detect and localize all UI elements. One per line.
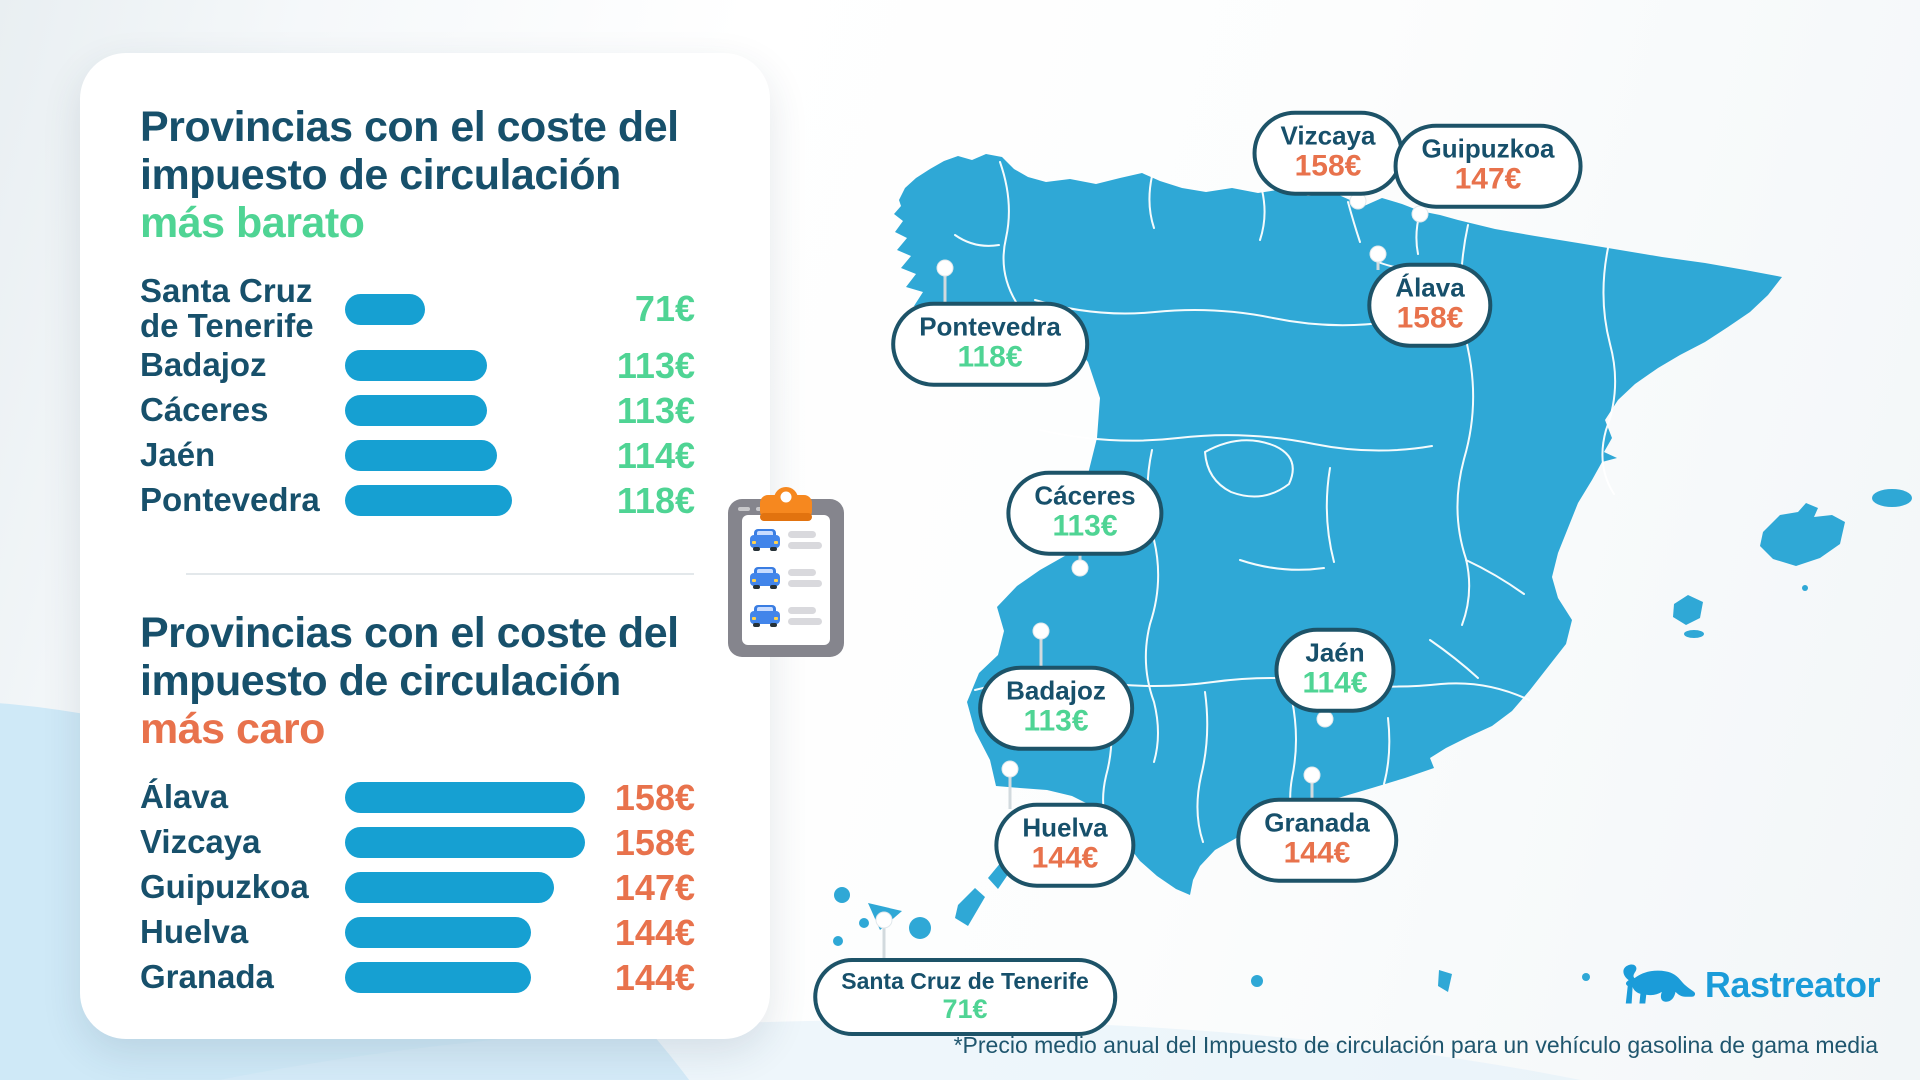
car-icon xyxy=(750,605,780,627)
cheap-section-title: Provincias con el coste del impuesto de … xyxy=(140,103,720,247)
province-label: Guipuzkoa xyxy=(140,868,309,906)
tax-value: 114€ xyxy=(616,434,695,476)
callout-vizcaya: Vizcaya 158€ xyxy=(1252,110,1404,196)
tax-row: Vizcaya 158€ xyxy=(140,820,695,865)
expensive-title-line1: Provincias con el coste del xyxy=(140,609,679,657)
callout-province-value: 113€ xyxy=(1023,704,1089,738)
brand-name: Rastreator xyxy=(1704,964,1881,1005)
clipboard-cars-icon xyxy=(728,487,844,657)
canary-islands xyxy=(833,861,1011,946)
balearic-islands xyxy=(1673,489,1912,638)
callout-caceres: Cáceres 113€ xyxy=(1006,470,1164,556)
expensive-title-highlight: más caro xyxy=(140,705,325,753)
tax-value: 147€ xyxy=(614,866,695,908)
callout-huelva: Huelva 144€ xyxy=(994,802,1136,888)
tax-value: 158€ xyxy=(614,821,695,863)
tax-bar xyxy=(345,440,497,471)
callout-province-name: Huelva xyxy=(1022,812,1108,843)
callout-province-value: 147€ xyxy=(1454,162,1522,196)
callout-province-value: 114€ xyxy=(1302,666,1368,700)
tax-bar xyxy=(345,350,487,381)
tax-row: Jaén 114€ xyxy=(140,433,695,478)
callout-jaen: Jaén 114€ xyxy=(1274,627,1396,713)
expensive-list: Álava 158€ Vizcaya 158€ Guipuzkoa 147€ H… xyxy=(140,775,695,1000)
province-label: Santa Cruz de Tenerife xyxy=(140,272,314,344)
callout-province-name: Jaén xyxy=(1305,637,1365,668)
province-label: Badajoz xyxy=(140,346,267,384)
callout-province-name: Álava xyxy=(1395,272,1465,303)
callout-badajoz: Badajoz 113€ xyxy=(978,665,1134,751)
callout-granada: Granada 144€ xyxy=(1236,797,1398,883)
tax-value: 113€ xyxy=(616,344,695,386)
cheap-title-highlight: más barato xyxy=(140,199,365,247)
tax-value: 118€ xyxy=(616,479,695,521)
tax-row: Santa Cruz de Tenerife 71€ xyxy=(140,272,695,344)
tax-bar xyxy=(345,917,531,948)
tax-row: Álava 158€ xyxy=(140,775,695,820)
cheap-title-line1: Provincias con el coste del xyxy=(140,103,679,151)
expensive-title-line2: impuesto de circulación xyxy=(140,657,621,705)
rastreator-dog-icon xyxy=(1623,964,1695,1004)
tax-row: Pontevedra 118€ xyxy=(140,478,695,523)
callout-province-value: 113€ xyxy=(1052,509,1118,543)
callout-marker-dots xyxy=(875,192,1429,929)
callout-province-value: 158€ xyxy=(1294,149,1362,183)
tax-bar xyxy=(345,827,585,858)
tax-bar xyxy=(345,293,425,325)
callout-province-value: 144€ xyxy=(1031,841,1099,875)
callout-alava: Álava 158€ xyxy=(1367,262,1493,348)
callout-province-value: 118€ xyxy=(957,340,1023,374)
tax-value: 71€ xyxy=(634,288,695,329)
section-divider xyxy=(186,573,694,575)
tax-bar xyxy=(345,395,487,426)
tax-value: 144€ xyxy=(614,956,695,998)
callout-province-value: 144€ xyxy=(1283,836,1351,870)
tax-bar xyxy=(345,485,512,516)
rastreator-logo[interactable]: Rastreator xyxy=(1617,960,1881,1010)
callout-province-name: Santa Cruz de Tenerife xyxy=(841,967,1089,994)
tax-bar xyxy=(345,962,531,993)
tax-row: Granada 144€ xyxy=(140,955,695,1000)
expensive-section-title: Provincias con el coste del impuesto de … xyxy=(140,609,720,753)
footnote: *Precio medio anual del Impuesto de circ… xyxy=(953,1032,1878,1058)
province-label: Pontevedra xyxy=(140,481,320,519)
car-icon xyxy=(750,567,780,589)
callout-province-name: Badajoz xyxy=(1006,675,1106,706)
callout-guipuzkoa: Guipuzkoa 147€ xyxy=(1393,123,1583,209)
tax-row: Cáceres 113€ xyxy=(140,388,695,433)
car-icon xyxy=(750,529,780,551)
tax-row: Guipuzkoa 147€ xyxy=(140,865,695,910)
callout-province-name: Granada xyxy=(1264,807,1370,838)
province-label: Álava xyxy=(140,778,229,816)
small-islets xyxy=(1251,970,1590,992)
province-label: Cáceres xyxy=(140,391,269,429)
callout-pontevedra: Pontevedra 118€ xyxy=(891,301,1089,387)
callout-province-value: 71€ xyxy=(942,993,988,1024)
province-label: Jaén xyxy=(140,436,216,474)
province-label: Huelva xyxy=(140,913,249,951)
stats-card: Provincias con el coste del impuesto de … xyxy=(80,53,770,1039)
tax-row: Huelva 144€ xyxy=(140,910,695,955)
callout-province-value: 158€ xyxy=(1396,301,1464,335)
callout-province-name: Cáceres xyxy=(1034,480,1136,511)
province-label: Vizcaya xyxy=(140,823,261,861)
callout-santa-cruz-de-tenerife: Santa Cruz de Tenerife 71€ xyxy=(813,957,1117,1037)
province-label: Granada xyxy=(140,958,274,996)
cheap-list: Santa Cruz de Tenerife 71€ Badajoz 113€ … xyxy=(140,272,695,523)
callout-province-name: Pontevedra xyxy=(919,311,1061,342)
callout-province-name: Vizcaya xyxy=(1280,120,1376,151)
tax-value: 158€ xyxy=(614,776,695,818)
callout-province-name: Guipuzkoa xyxy=(1421,133,1555,164)
cheap-title-line2: impuesto de circulación xyxy=(140,151,621,199)
tax-value: 144€ xyxy=(614,911,695,953)
tax-bar xyxy=(345,782,585,813)
tax-value: 113€ xyxy=(616,389,695,431)
tax-row: Badajoz 113€ xyxy=(140,343,695,388)
tax-bar xyxy=(345,872,554,903)
